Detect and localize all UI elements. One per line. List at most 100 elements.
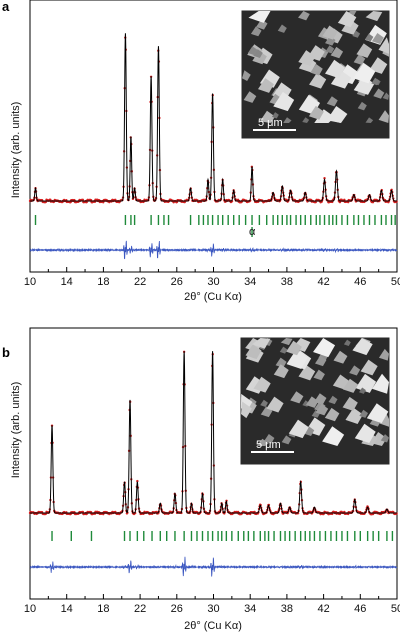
- sem-grain: [286, 340, 302, 356]
- panel-b: b Intensity (arb. units) 10 14 18 22 26 30 34 3…: [2, 327, 400, 632]
- sem-grain: [356, 43, 373, 58]
- sem-grain: [315, 355, 327, 367]
- sem-grain: [298, 11, 310, 21]
- sem-grain: [308, 105, 324, 120]
- panel-b-calculated-curve: [30, 351, 397, 514]
- sem-grain: [243, 91, 257, 103]
- sem-grain: [332, 374, 349, 390]
- sem-grain: [354, 423, 376, 444]
- x-tick-label: 18: [97, 603, 109, 615]
- sem-grain: [266, 396, 284, 413]
- sem-grain: [303, 426, 315, 436]
- sem-grain: [366, 403, 389, 424]
- sem-grain: [271, 112, 279, 119]
- sem-grain: [256, 19, 268, 30]
- sem-grain: [242, 70, 251, 81]
- sem-grain: [290, 391, 304, 404]
- x-tick-label: 22: [134, 276, 146, 288]
- sem-grain: [277, 24, 287, 33]
- sem-grain: [360, 359, 378, 376]
- x-tick-label: 22: [134, 603, 146, 615]
- sem-grain: [322, 25, 338, 40]
- sem-grain: [355, 373, 377, 393]
- panel-a-x-ticks: 10 14 18 22 26 30 34 38 42 46 50: [24, 267, 400, 288]
- sem-grain: [378, 37, 389, 54]
- panel-b-sem-inset: 5 μm: [239, 336, 391, 466]
- sem-grain: [371, 33, 384, 44]
- sem-grain: [342, 396, 358, 411]
- sem-grain: [283, 117, 292, 123]
- observed-point: [343, 198, 346, 201]
- panel-a-ylabel: Intensity (arb. units): [10, 102, 22, 199]
- x-tick-label: 18: [97, 276, 109, 288]
- panel-a-sem-texture: [242, 11, 389, 123]
- sem-grain: [264, 433, 275, 444]
- sem-grain: [373, 88, 385, 99]
- sem-grain: [364, 33, 374, 42]
- sem-grain: [345, 407, 363, 424]
- sem-grain: [365, 117, 374, 123]
- sem-grain: [298, 364, 316, 381]
- panel-b-reflection-markers: [51, 531, 394, 541]
- sem-grain: [248, 11, 271, 23]
- sem-grain: [325, 59, 346, 79]
- sem-grain: [256, 438, 269, 446]
- panel-b-sem-texture: [241, 338, 389, 446]
- sem-grain: [322, 426, 345, 446]
- sem-grain: [286, 349, 308, 369]
- sem-grain: [251, 338, 271, 349]
- sem-grain: [330, 69, 352, 89]
- x-tick-label: 30: [207, 603, 219, 615]
- x-tick-label: 50: [391, 276, 400, 288]
- sem-grain: [273, 91, 295, 112]
- sem-grain: [380, 434, 389, 443]
- x-tick-label: 26: [171, 276, 183, 288]
- sem-grain: [253, 376, 271, 393]
- observed-point: [323, 177, 326, 180]
- sem-grain: [330, 46, 344, 59]
- sem-grain: [369, 57, 388, 74]
- x-tick-label: 10: [24, 603, 36, 615]
- sem-grain: [245, 344, 262, 360]
- sem-grain: [298, 50, 316, 66]
- sem-grain: [315, 403, 329, 416]
- sem-grain: [349, 365, 361, 376]
- x-tick-label: 34: [244, 276, 256, 288]
- sem-grain: [365, 11, 383, 22]
- sem-grain: [250, 26, 262, 37]
- observed-point: [102, 201, 105, 204]
- sem-grain: [372, 373, 389, 394]
- sem-grain: [275, 357, 287, 368]
- difference-line: [29, 556, 398, 577]
- sem-grain: [337, 11, 357, 28]
- sem-grain: [325, 45, 335, 54]
- sem-grain: [247, 46, 258, 56]
- sem-grain: [353, 54, 366, 65]
- phase-label: α: [249, 226, 256, 238]
- panel-b-x-ticks: 10 14 18 22 26 30 34 38 42 46 50: [24, 594, 400, 615]
- sem-grain: [280, 338, 293, 346]
- sem-grain: [358, 387, 366, 394]
- panel-b-xlabel: 2θ° (Cu Kα): [184, 620, 242, 632]
- sem-grain: [241, 401, 252, 419]
- sem-grain: [343, 339, 351, 347]
- sem-grain: [352, 338, 373, 356]
- sem-grain: [324, 407, 340, 422]
- panel-a-letter: a: [2, 0, 10, 14]
- sem-grain: [342, 378, 359, 393]
- sem-grain: [357, 101, 367, 111]
- sem-grain: [281, 435, 292, 445]
- sem-grain: [309, 72, 327, 89]
- observed-point: [81, 198, 85, 201]
- sem-grain: [353, 63, 376, 84]
- sem-grain: [313, 369, 325, 381]
- panel-b-scale-label: 5 μm: [256, 439, 281, 451]
- x-tick-label: 50: [391, 603, 400, 615]
- sem-grain: [326, 105, 348, 123]
- x-tick-label: 34: [244, 603, 256, 615]
- x-tick-label: 10: [24, 276, 36, 288]
- sem-grain: [378, 110, 389, 123]
- panel-a-xlabel: 2θ° (Cu Kα): [184, 291, 242, 303]
- sem-grain: [288, 419, 309, 439]
- sem-grain: [352, 30, 361, 38]
